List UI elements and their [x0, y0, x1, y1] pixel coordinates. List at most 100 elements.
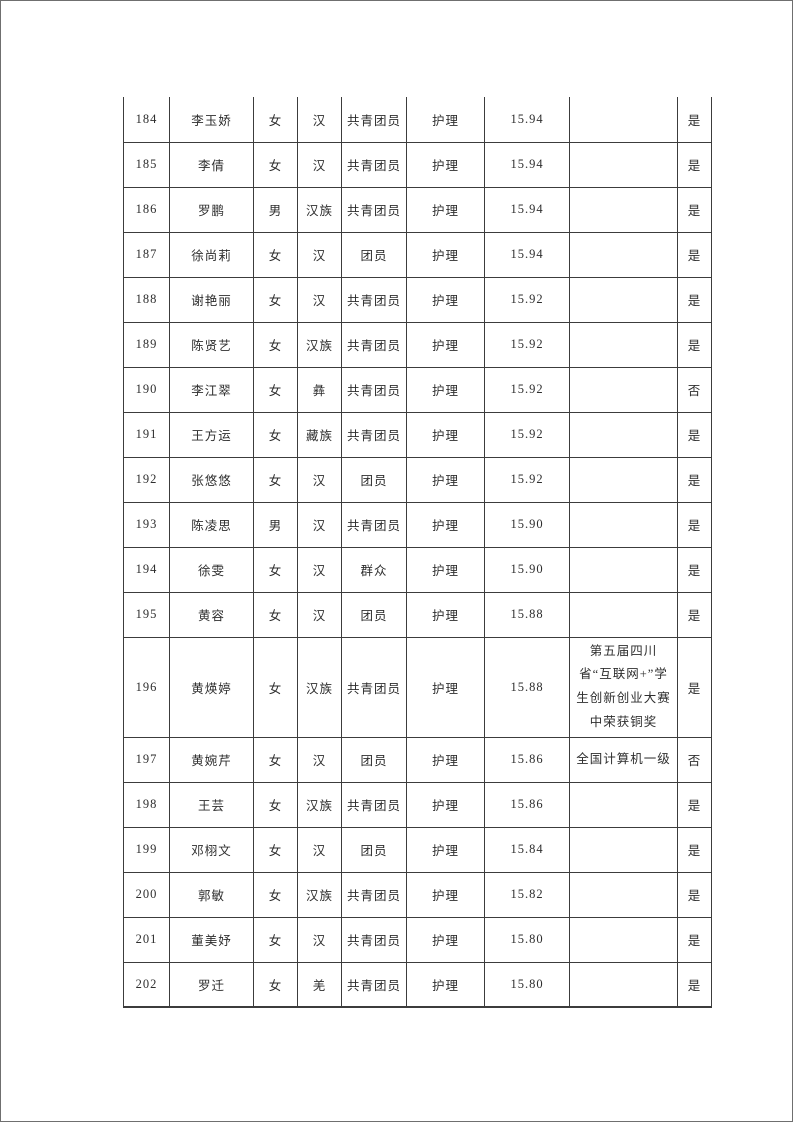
cell-ethnicity: 羌: [297, 961, 342, 1008]
cell-award: 全国计算机一级: [569, 736, 678, 783]
cell-gender: 女: [253, 546, 298, 593]
cell-no: 188: [123, 276, 170, 323]
student-roster-table: 184 李玉娇女汉共青团员 护理 15.94 是 185 李倩女汉共青团员 护理 15.94 是 1…: [123, 97, 712, 1008]
cell-ethnicity: 汉族: [297, 636, 342, 738]
cell-no: 184: [123, 97, 170, 143]
cell-score: 15.92: [484, 366, 570, 413]
cell-major: 护理: [406, 231, 485, 278]
cell-political: 共青团员: [341, 916, 407, 963]
cell-ethnicity: 汉: [297, 591, 342, 638]
cell-political: 共青团员: [341, 636, 407, 738]
cell-ethnicity: 汉: [297, 97, 342, 143]
cell-name: 董美妤: [169, 916, 254, 963]
cell-name: 李江翠: [169, 366, 254, 413]
table-row: 200 郭敏女汉族 共青团员 护理 15.82 是: [123, 871, 712, 918]
cell-major: 护理: [406, 871, 485, 918]
cell-confirm: 是: [677, 231, 712, 278]
cell-name: 李倩: [169, 141, 254, 188]
cell-score: 15.88: [484, 636, 570, 738]
cell-name: 张悠悠: [169, 456, 254, 503]
cell-award: [569, 366, 678, 413]
cell-political: 共青团员: [341, 97, 407, 143]
cell-award: [569, 546, 678, 593]
cell-gender: 女: [253, 591, 298, 638]
cell-ethnicity: 汉: [297, 231, 342, 278]
cell-name: 王方运: [169, 411, 254, 458]
cell-award: [569, 591, 678, 638]
cell-no: 199: [123, 826, 170, 873]
cell-confirm: 是: [677, 97, 712, 143]
cell-score: 15.92: [484, 456, 570, 503]
table-row: 199 邓栩文女汉团员 护理 15.84 是: [123, 826, 712, 873]
table-row: 193 陈凌思男汉共青团员 护理 15.90 是: [123, 501, 712, 548]
cell-award: [569, 961, 678, 1008]
cell-gender: 女: [253, 231, 298, 278]
cell-no: 185: [123, 141, 170, 188]
cell-score: 15.80: [484, 961, 570, 1008]
cell-score: 15.82: [484, 871, 570, 918]
cell-name: 陈凌思: [169, 501, 254, 548]
cell-name: 罗迁: [169, 961, 254, 1008]
cell-confirm: 是: [677, 321, 712, 368]
cell-political: 团员: [341, 736, 407, 783]
cell-ethnicity: 汉: [297, 276, 342, 323]
cell-gender: 女: [253, 916, 298, 963]
cell-ethnicity: 汉: [297, 826, 342, 873]
cell-no: 194: [123, 546, 170, 593]
table-row: 196 黄煐婷女汉族 共青团员 护理 15.88 第五届四川省“互联网+”学生创新创业大赛…: [123, 636, 712, 738]
cell-award: [569, 411, 678, 458]
cell-major: 护理: [406, 781, 485, 828]
cell-no: 200: [123, 871, 170, 918]
cell-major: 护理: [406, 97, 485, 143]
table-row: 188 谢艳丽女汉共青团员 护理 15.92 是: [123, 276, 712, 323]
cell-no: 195: [123, 591, 170, 638]
cell-name: 徐雯: [169, 546, 254, 593]
table-row: 192 张悠悠女汉团员 护理 15.92 是: [123, 456, 712, 503]
cell-confirm: 是: [677, 636, 712, 738]
cell-name: 黄容: [169, 591, 254, 638]
cell-ethnicity: 汉: [297, 501, 342, 548]
cell-name: 郭敏: [169, 871, 254, 918]
cell-gender: 女: [253, 141, 298, 188]
cell-gender: 女: [253, 781, 298, 828]
cell-no: 196: [123, 636, 170, 738]
table-row: 194 徐雯女汉群众 护理 15.90 是: [123, 546, 712, 593]
cell-confirm: 是: [677, 871, 712, 918]
table-row: 185 李倩女汉共青团员 护理 15.94 是: [123, 141, 712, 188]
cell-political: 共青团员: [341, 141, 407, 188]
cell-confirm: 是: [677, 276, 712, 323]
cell-score: 15.90: [484, 546, 570, 593]
cell-award: [569, 97, 678, 143]
cell-confirm: 是: [677, 781, 712, 828]
cell-name: 黄煐婷: [169, 636, 254, 738]
cell-political: 共青团员: [341, 411, 407, 458]
cell-confirm: 是: [677, 186, 712, 233]
table-row: 201 董美妤女汉共青团员 护理 15.80 是: [123, 916, 712, 963]
cell-political: 团员: [341, 456, 407, 503]
cell-no: 187: [123, 231, 170, 278]
cell-major: 护理: [406, 501, 485, 548]
cell-confirm: 是: [677, 916, 712, 963]
cell-award: [569, 231, 678, 278]
table-row: 184 李玉娇女汉共青团员 护理 15.94 是: [123, 97, 712, 143]
cell-no: 201: [123, 916, 170, 963]
cell-award: [569, 826, 678, 873]
cell-no: 197: [123, 736, 170, 783]
cell-no: 198: [123, 781, 170, 828]
cell-score: 15.92: [484, 411, 570, 458]
cell-ethnicity: 汉族: [297, 871, 342, 918]
cell-confirm: 是: [677, 411, 712, 458]
cell-score: 15.80: [484, 916, 570, 963]
cell-major: 护理: [406, 826, 485, 873]
cell-ethnicity: 汉: [297, 141, 342, 188]
cell-name: 李玉娇: [169, 97, 254, 143]
cell-score: 15.94: [484, 141, 570, 188]
cell-confirm: 是: [677, 826, 712, 873]
cell-score: 15.86: [484, 736, 570, 783]
cell-score: 15.94: [484, 186, 570, 233]
cell-name: 邓栩文: [169, 826, 254, 873]
cell-major: 护理: [406, 736, 485, 783]
cell-major: 护理: [406, 916, 485, 963]
cell-score: 15.88: [484, 591, 570, 638]
cell-gender: 女: [253, 276, 298, 323]
